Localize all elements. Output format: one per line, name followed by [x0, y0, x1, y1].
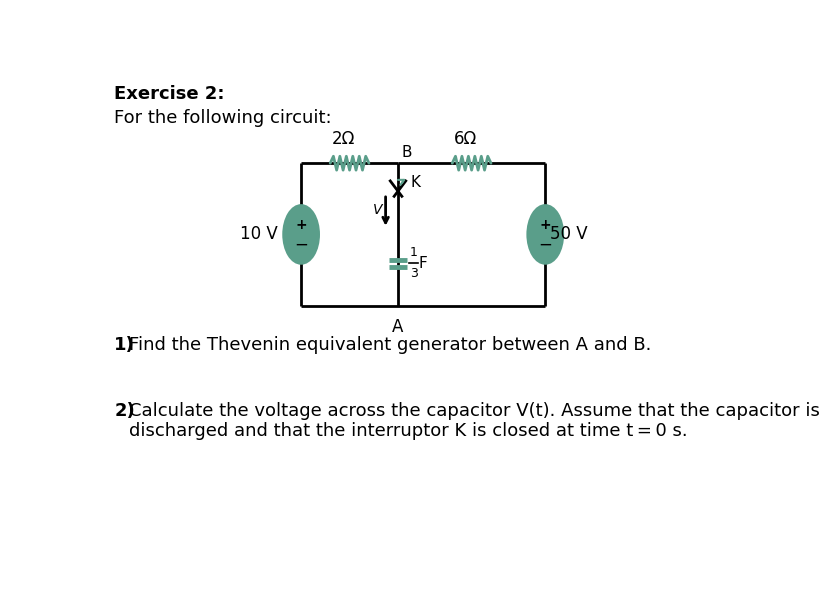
Text: K: K — [410, 175, 420, 190]
Text: 2): 2) — [114, 402, 135, 420]
Text: 6Ω: 6Ω — [453, 130, 476, 148]
Text: 50 V: 50 V — [549, 225, 587, 244]
Text: 2Ω: 2Ω — [332, 130, 355, 148]
Text: +: + — [538, 218, 551, 232]
Text: Calculate the voltage across the capacitor V(t). Assume that the capacitor is in: Calculate the voltage across the capacit… — [129, 402, 827, 420]
Text: 1: 1 — [409, 247, 417, 260]
Text: +: + — [295, 218, 307, 232]
Text: F: F — [418, 256, 428, 271]
Text: −: − — [538, 235, 552, 254]
Text: 10 V: 10 V — [240, 225, 278, 244]
Text: 3: 3 — [409, 267, 417, 280]
Ellipse shape — [283, 205, 318, 264]
Text: A: A — [392, 318, 404, 336]
Text: 1): 1) — [114, 336, 135, 355]
Text: Exercise 2:: Exercise 2: — [114, 84, 225, 103]
Text: B: B — [400, 145, 411, 160]
Text: Find the Thevenin equivalent generator between A and B.: Find the Thevenin equivalent generator b… — [129, 336, 651, 355]
Text: For the following circuit:: For the following circuit: — [114, 109, 332, 127]
Text: discharged and that the interruptor K is closed at time t = 0 s.: discharged and that the interruptor K is… — [129, 422, 687, 440]
Ellipse shape — [527, 205, 562, 264]
Text: −: − — [294, 235, 308, 254]
Text: V: V — [372, 203, 382, 217]
